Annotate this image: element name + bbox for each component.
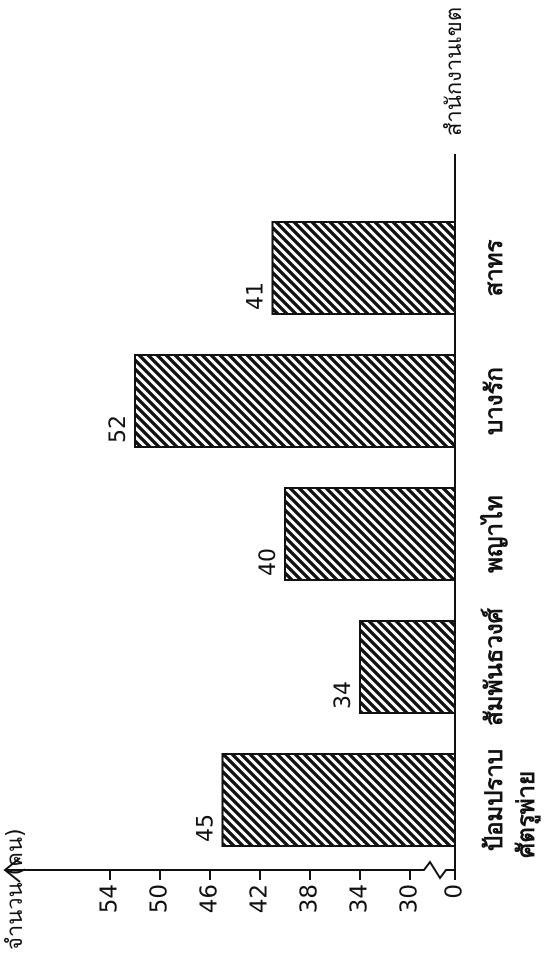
bar (271, 221, 456, 315)
bar (284, 487, 456, 581)
x-axis-title: สำนักงานเขต (442, 7, 467, 136)
y-tick-label: 54 (97, 884, 123, 913)
x-tick-label: บางรัก (480, 367, 508, 435)
y-tick-label: 30 (397, 884, 423, 913)
x-tick-label: ป้อมปราบ (480, 749, 508, 851)
y-tick-label: 50 (147, 884, 173, 913)
subtitle: ศัตรูพ่าย (512, 771, 541, 858)
y-tick-label: 46 (197, 884, 223, 913)
plot-area: จำนวน (คน) สำนักงานเขต ศัตรูพ่าย 0 30 34 38… (3, 7, 541, 950)
value-label: 41 (244, 282, 269, 310)
value-label: 52 (106, 415, 131, 443)
x-tick-label: สัมพันธวงศ์ (480, 607, 508, 726)
x-tick-label: สาทร (480, 239, 508, 296)
bar (359, 620, 456, 714)
y-axis-title: จำนวน (คน) (3, 828, 28, 950)
bar (221, 753, 456, 847)
axis-arrow (3, 857, 21, 883)
value-label: 40 (256, 548, 281, 576)
y-tick-label: 38 (297, 884, 323, 913)
value-label: 34 (331, 681, 356, 709)
x-tick-label: พญาไท (479, 495, 508, 573)
y-tick-label: 0 (442, 884, 468, 899)
y-tick-label: 42 (247, 884, 273, 913)
y-tick-label: 34 (347, 884, 373, 913)
bar (134, 354, 456, 448)
value-label: 45 (194, 814, 219, 842)
value-axis (6, 860, 455, 880)
